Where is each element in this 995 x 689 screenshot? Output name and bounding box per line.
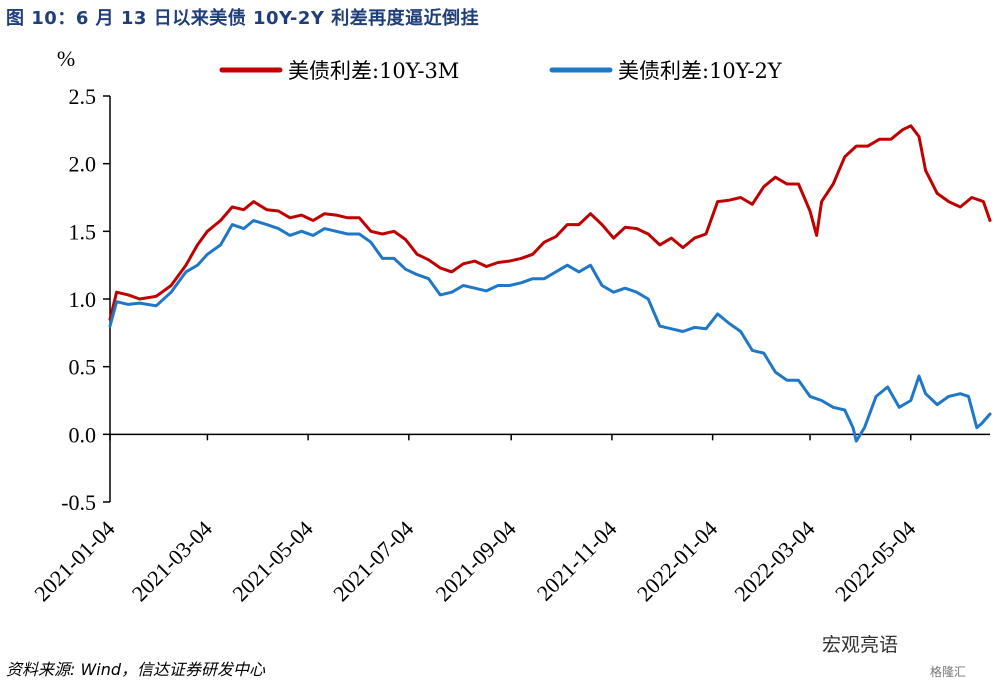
figure-title: 图 10：6 月 13 日以来美债 10Y-2Y 利差再度逼近倒挂 <box>6 8 480 29</box>
watermark-logo: 格隆汇 <box>930 665 967 679</box>
legend-label: 美债利差:10Y-2Y <box>618 59 783 83</box>
series-line-10y-3m <box>108 124 992 321</box>
x-tick-label: 2021-07-04 <box>328 516 418 606</box>
y-axis-unit: % <box>57 46 75 71</box>
x-tick-label: 2022-05-04 <box>830 516 920 606</box>
series-lines <box>108 124 992 443</box>
y-tick-label: 2.5 <box>69 84 97 109</box>
series-line-10y-2y <box>108 219 992 443</box>
watermark-text: 宏观亮语 <box>822 634 899 656</box>
x-tick-label: 2021-03-04 <box>127 516 217 606</box>
y-tick-label: 1.0 <box>69 287 97 312</box>
y-tick-label: 0.0 <box>69 422 97 447</box>
y-tick-label: 1.5 <box>69 219 97 244</box>
x-tick-label: 2021-11-04 <box>532 516 622 606</box>
x-axis-ticks: 2021-01-04 2021-03-04 2021-05-04 2021-07-04… <box>29 434 920 606</box>
x-tick-label: 2022-01-04 <box>632 516 722 606</box>
y-tick-label: 0.5 <box>69 355 97 380</box>
x-tick-label: 2021-09-04 <box>430 516 520 606</box>
y-axis-ticks: 2.5 2.0 1.5 1.0 0.5 0.0 -0.5 <box>61 84 110 515</box>
y-tick-label: -0.5 <box>61 490 96 515</box>
x-tick-label: 2021-05-04 <box>227 516 317 606</box>
x-tick-label: 2022-03-04 <box>729 516 819 606</box>
legend: 美债利差:10Y-3M 美债利差:10Y-2Y <box>219 59 783 83</box>
legend-label: 美债利差:10Y-3M <box>288 59 459 83</box>
y-tick-label: 2.0 <box>69 152 97 177</box>
source-note: 资料来源: Wind，信达证券研发中心 <box>6 660 266 679</box>
x-tick-label: 2021-01-04 <box>29 516 119 606</box>
